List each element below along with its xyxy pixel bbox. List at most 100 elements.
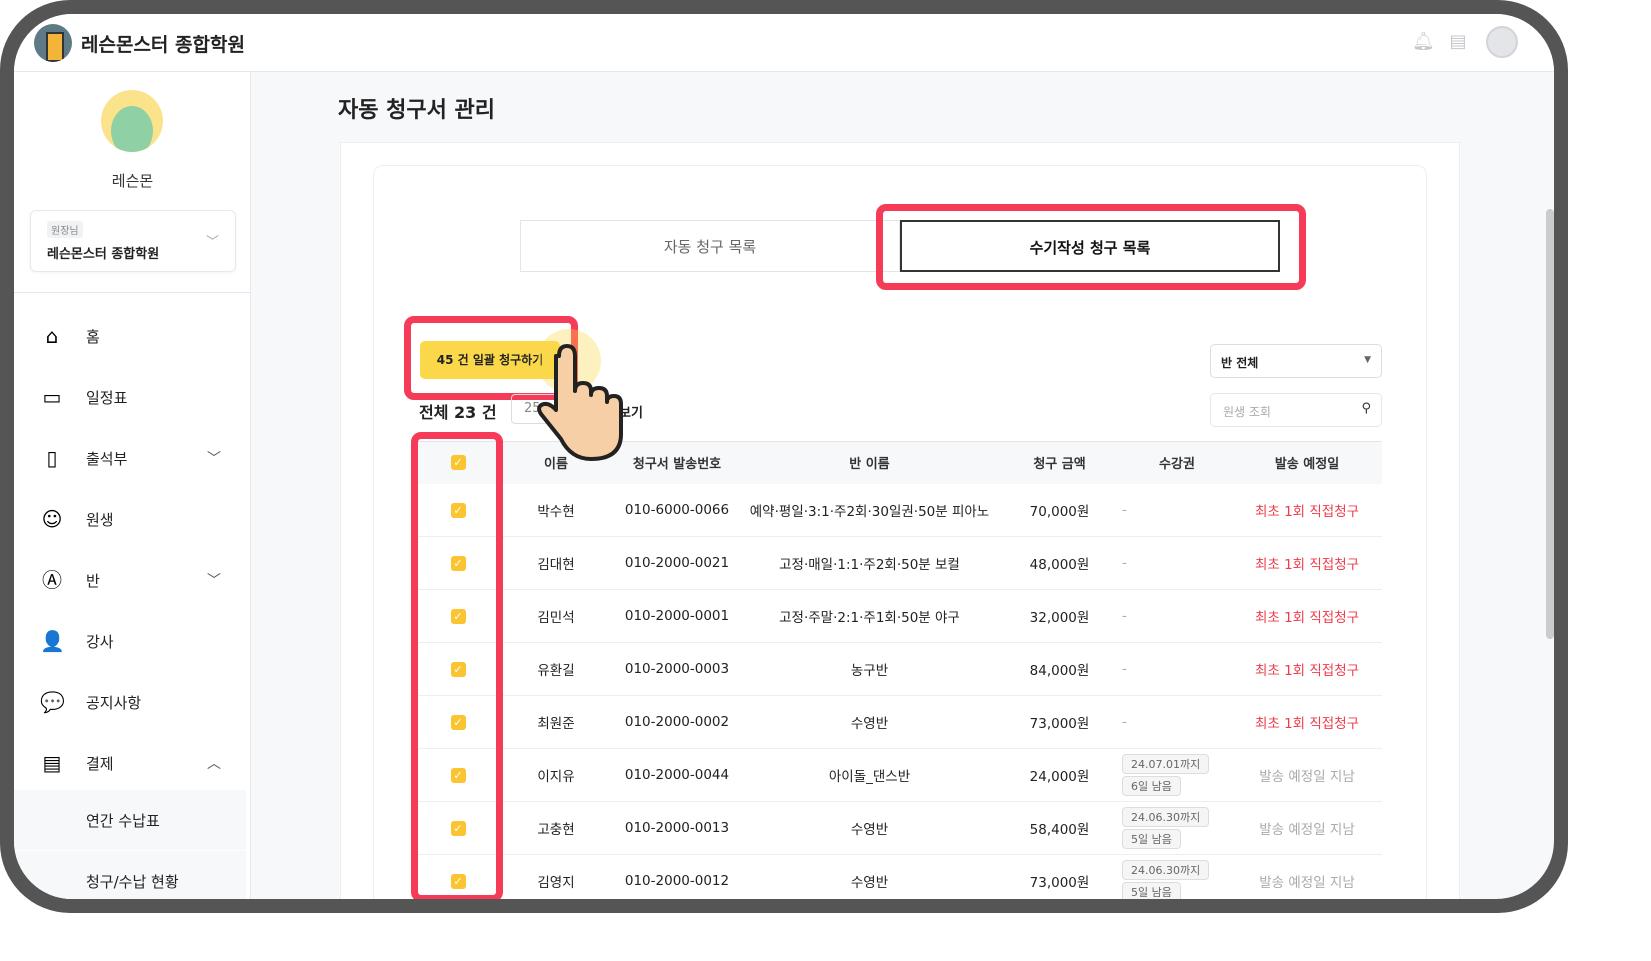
smile-icon: ☺ bbox=[41, 507, 63, 531]
sidebar-subitem-label: 연간 수납표 bbox=[86, 812, 160, 830]
ticket-empty: - bbox=[1122, 608, 1127, 624]
class-name: 고정·매일·1:1·주2회·50분 보컬 bbox=[742, 536, 997, 590]
chevron-down-icon: ﹀ bbox=[205, 235, 219, 250]
billing-amount: 84,000원 bbox=[997, 642, 1122, 696]
billing-amount: 70,000원 bbox=[997, 483, 1122, 537]
row-select-cell[interactable]: ✓ bbox=[416, 536, 500, 590]
academy-selector[interactable]: 원장님 레슨몬스터 종합학원 ﹀ bbox=[30, 210, 236, 272]
row-select-cell[interactable]: ✓ bbox=[416, 748, 500, 802]
send-date-status: 최초 1회 직접청구 bbox=[1232, 536, 1382, 590]
class-name: 농구반 bbox=[742, 642, 997, 696]
card-icon: ▤ bbox=[42, 751, 62, 775]
chevron-icon[interactable]: ︿ bbox=[207, 756, 221, 772]
student-name: 고충현 bbox=[500, 801, 612, 855]
ticket-expiry-badge: 24.06.30까지 bbox=[1122, 807, 1210, 827]
billing-table: ✓ 이름 청구서 발송번호 반 이름 청구 금액 수강권 발송 예정일 ✓ 박수… bbox=[416, 441, 1382, 899]
sidebar-item-4[interactable]: Ⓐ 반 ﹀ bbox=[14, 560, 251, 600]
ticket-expiry-badge: 24.06.30까지 bbox=[1122, 860, 1210, 880]
document-icon[interactable]: ▤ bbox=[1449, 31, 1467, 52]
chat-bubble-icon: 💬 bbox=[40, 690, 65, 714]
table-row[interactable]: ✓ 유환길 010-2000-0003 농구반 84,000원 - 최초 1회 … bbox=[416, 642, 1382, 696]
chevron-icon[interactable]: ﹀ bbox=[207, 451, 221, 467]
class-name: 예약·평일·3:1·주2회·30일권·50분 피아노 bbox=[742, 483, 997, 537]
row-checkbox[interactable]: ✓ bbox=[450, 715, 466, 730]
sidebar-item-3[interactable]: ☺ 원생 bbox=[14, 499, 251, 539]
billing-phone: 010-2000-0013 bbox=[612, 801, 742, 855]
row-select-cell[interactable]: ✓ bbox=[416, 695, 500, 749]
chevron-icon[interactable]: ﹀ bbox=[207, 573, 221, 589]
profile-avatar bbox=[101, 90, 163, 152]
send-date-status: 최초 1회 직접청구 bbox=[1232, 483, 1382, 537]
send-date-status: 발송 예정일 지남 bbox=[1232, 854, 1382, 899]
class-filter-select[interactable]: 반 전체 ▼ bbox=[1210, 344, 1382, 378]
sidebar-item-1[interactable]: ▭ 일정표 bbox=[14, 377, 251, 417]
sidebar: 레슨몬 원장님 레슨몬스터 종합학원 ﹀ ⌂ 홈 ▭ 일정표 ▯ 출석부 ﹀ ☺ 원생 Ⓐ 반 ﹀ 👤 강… bbox=[14, 72, 251, 899]
table-row[interactable]: ✓ 이지유 010-2000-0044 아이돌_댄스반 24,000원 24.0… bbox=[416, 748, 1382, 802]
row-checkbox[interactable]: ✓ bbox=[450, 662, 466, 677]
ticket-remaining-badge: 5일 남음 bbox=[1122, 829, 1181, 849]
table-row[interactable]: ✓ 박수현 010-6000-0066 예약·평일·3:1·주2회·30일권·5… bbox=[416, 483, 1382, 537]
person-icon: 👤 bbox=[40, 629, 65, 653]
student-name: 최원준 bbox=[500, 695, 612, 749]
sidebar-item-label: 일정표 bbox=[86, 389, 128, 407]
scrollbar[interactable] bbox=[1546, 209, 1554, 639]
table-row[interactable]: ✓ 김대현 010-2000-0021 고정·매일·1:1·주2회·50분 보컬… bbox=[416, 536, 1382, 590]
row-checkbox[interactable]: ✓ bbox=[450, 874, 466, 889]
search-placeholder: 원생 조회 bbox=[1223, 405, 1271, 419]
row-checkbox[interactable]: ✓ bbox=[450, 556, 466, 571]
table-row[interactable]: ✓ 김민석 010-2000-0001 고정·주말·2:1·주1회·50분 야구… bbox=[416, 589, 1382, 643]
bulk-bill-button[interactable]: 45 건 일괄 청구하기 bbox=[420, 341, 560, 379]
select-all-cell[interactable]: ✓ bbox=[416, 441, 500, 484]
academy-logo[interactable] bbox=[34, 24, 72, 62]
calendar-icon: ▭ bbox=[42, 385, 62, 409]
ticket-empty: - bbox=[1122, 555, 1127, 571]
row-select-cell[interactable]: ✓ bbox=[416, 854, 500, 899]
sidebar-item-7[interactable]: ▤ 결제 ︿ bbox=[14, 743, 251, 783]
bell-icon[interactable]: 🔔︎ bbox=[1412, 31, 1435, 52]
sidebar-item-label: 원생 bbox=[86, 511, 114, 529]
col-amount: 청구 금액 bbox=[997, 441, 1122, 484]
row-checkbox[interactable]: ✓ bbox=[450, 821, 466, 836]
class-name: 수영반 bbox=[742, 801, 997, 855]
sidebar-item-5[interactable]: 👤 강사 bbox=[14, 621, 251, 661]
ticket-cell: - bbox=[1122, 589, 1232, 643]
row-checkbox[interactable]: ✓ bbox=[450, 768, 466, 783]
table-row[interactable]: ✓ 최원준 010-2000-0002 수영반 73,000원 - 최초 1회 … bbox=[416, 695, 1382, 749]
select-all-checkbox[interactable]: ✓ bbox=[450, 455, 466, 471]
sidebar-item-0[interactable]: ⌂ 홈 bbox=[14, 316, 251, 356]
sidebar-subitem-label: 청구/수납 현황 bbox=[86, 873, 179, 891]
sidebar-item-2[interactable]: ▯ 출석부 ﹀ bbox=[14, 438, 251, 478]
send-date-status: 최초 1회 직접청구 bbox=[1232, 642, 1382, 696]
sidebar-subitem-0[interactable]: 연간 수납표 bbox=[14, 790, 246, 850]
table-row[interactable]: ✓ 고충현 010-2000-0013 수영반 58,400원 24.06.30… bbox=[416, 801, 1382, 855]
tab-auto-billing-list[interactable]: 자동 청구 목록 bbox=[520, 220, 900, 272]
brand-name: 레슨몬스터 종합학원 bbox=[81, 34, 245, 56]
tab-manual-billing-list[interactable]: 수기작성 청구 목록 bbox=[900, 220, 1280, 272]
highlight-box bbox=[876, 204, 1306, 290]
sidebar-item-6[interactable]: 💬 공지사항 bbox=[14, 682, 251, 722]
ticket-cell: - bbox=[1122, 642, 1232, 696]
billing-amount: 48,000원 bbox=[997, 536, 1122, 590]
pointer-hand-icon bbox=[537, 329, 623, 461]
class-name: 아이돌_댄스반 bbox=[742, 748, 997, 802]
per-page-suffix: 보기 bbox=[619, 406, 643, 421]
user-avatar-icon[interactable] bbox=[1486, 26, 1518, 58]
student-search-input[interactable]: 원생 조회 ⚲ bbox=[1210, 393, 1382, 427]
sidebar-item-label: 강사 bbox=[86, 633, 114, 651]
table-row[interactable]: ✓ 김영지 010-2000-0012 수영반 73,000원 24.06.30… bbox=[416, 854, 1382, 899]
row-checkbox[interactable]: ✓ bbox=[450, 502, 466, 518]
search-icon[interactable]: ⚲ bbox=[1361, 401, 1371, 416]
book-icon: ▯ bbox=[46, 446, 58, 470]
top-header: 레슨몬스터 종합학원 🔔︎ ▤ bbox=[14, 14, 1554, 72]
col-phone: 청구서 발송번호 bbox=[612, 441, 742, 484]
row-select-cell[interactable]: ✓ bbox=[416, 483, 500, 537]
profile-name: 레슨몬 bbox=[111, 172, 154, 190]
row-select-cell[interactable]: ✓ bbox=[416, 801, 500, 855]
row-checkbox[interactable]: ✓ bbox=[450, 609, 466, 624]
sidebar-subitem-1[interactable]: 청구/수납 현황 bbox=[14, 851, 246, 899]
billing-phone: 010-2000-0002 bbox=[612, 695, 742, 749]
row-select-cell[interactable]: ✓ bbox=[416, 642, 500, 696]
send-date-status: 최초 1회 직접청구 bbox=[1232, 695, 1382, 749]
billing-phone: 010-6000-0066 bbox=[612, 483, 742, 537]
row-select-cell[interactable]: ✓ bbox=[416, 589, 500, 643]
